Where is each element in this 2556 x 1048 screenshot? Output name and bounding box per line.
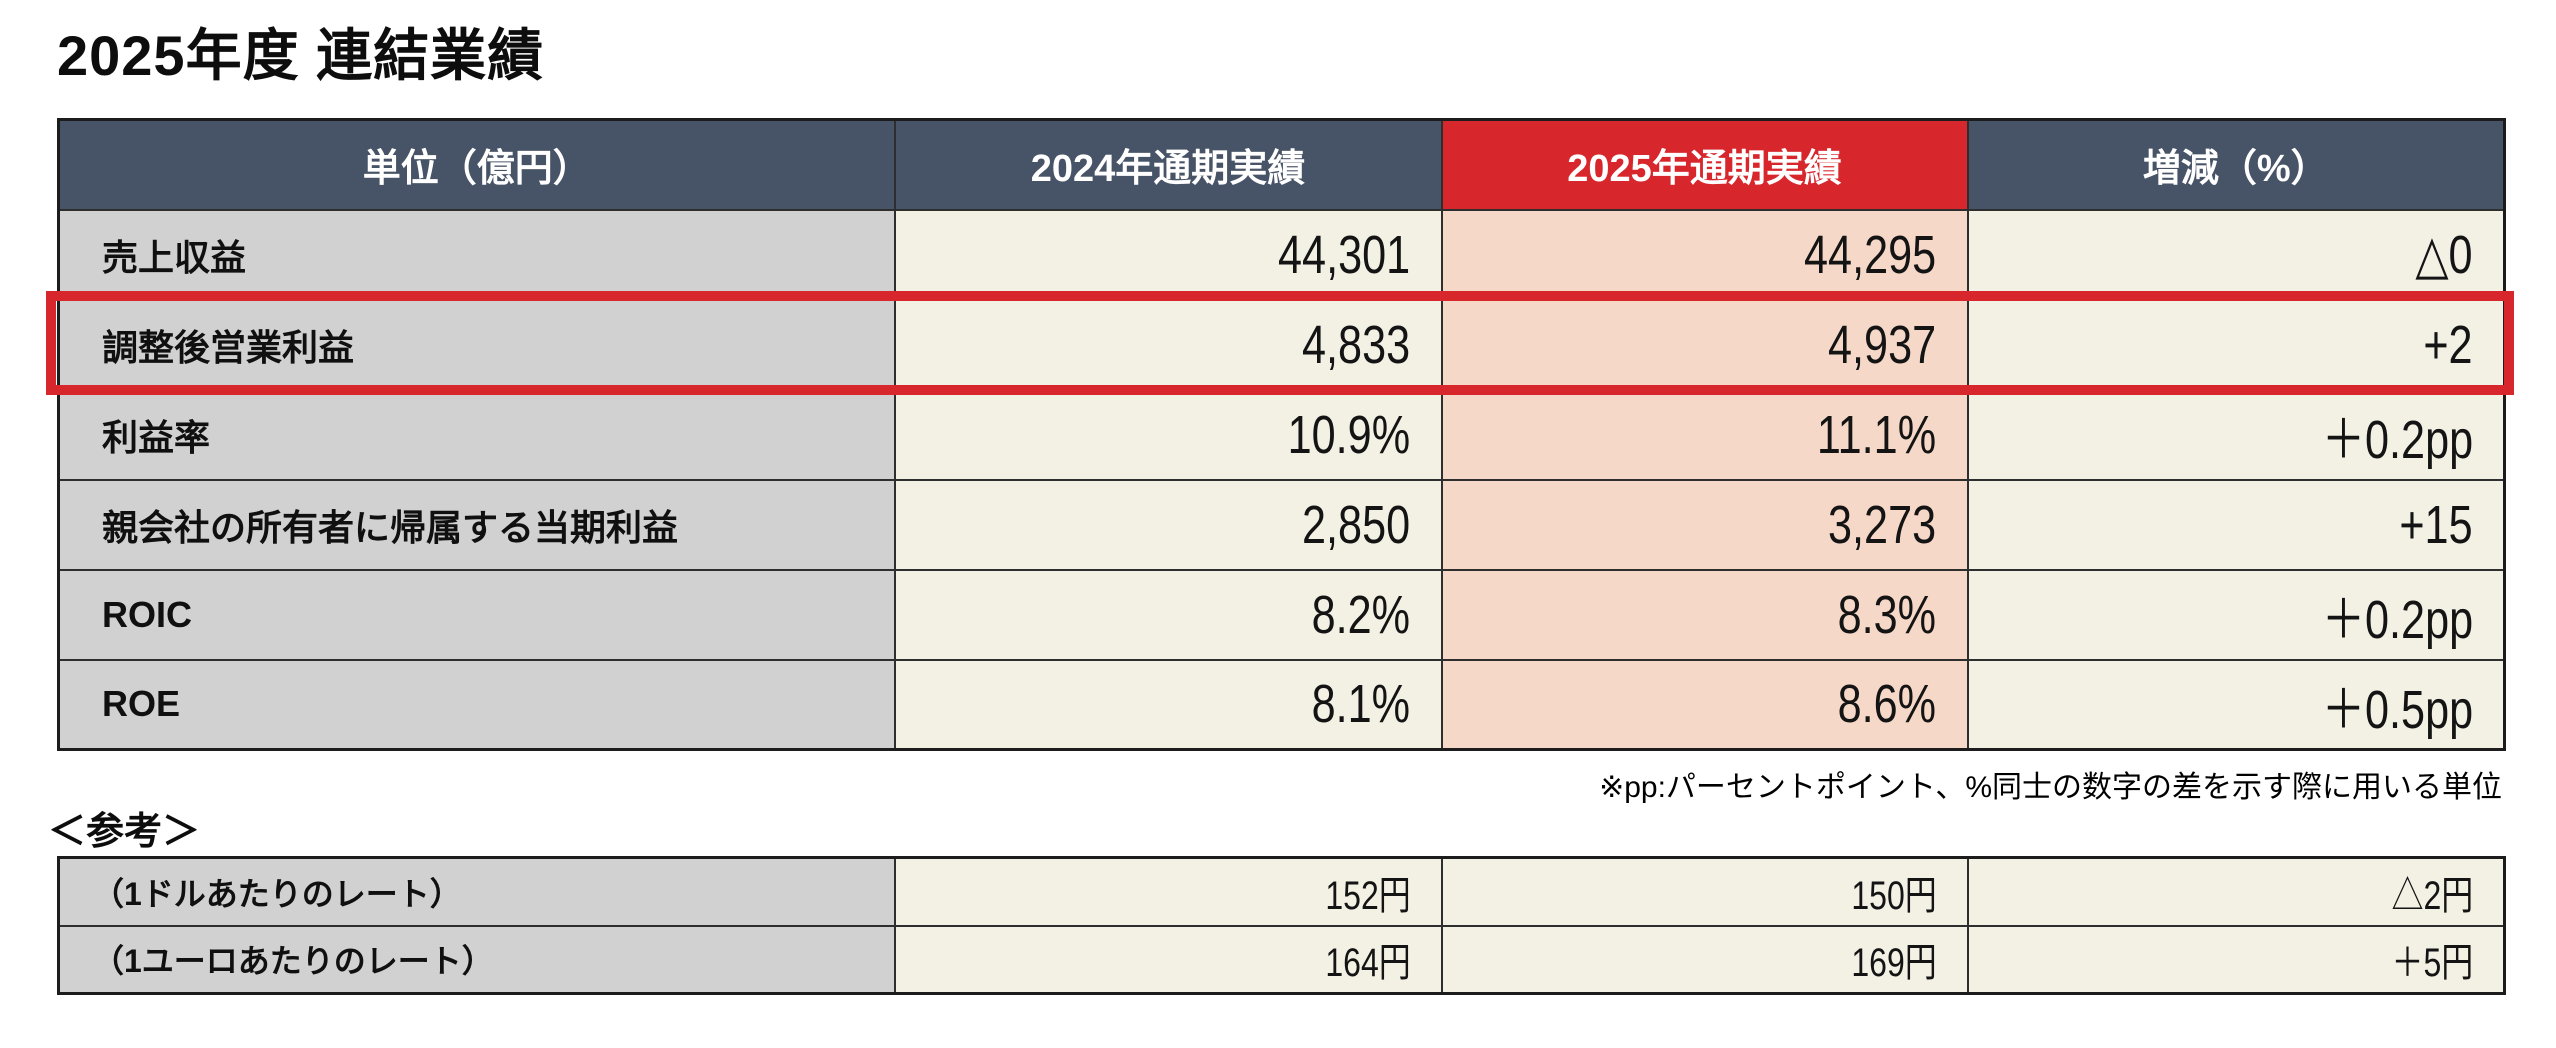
row-label: ROIC xyxy=(57,568,896,661)
fy2024-value: 152円 xyxy=(893,856,1443,927)
page-title: 2025年度 連結業績 xyxy=(57,24,545,87)
change-value: +15 xyxy=(1966,478,2506,571)
table-row-roic: ROIC 8.2% 8.3% ＋0.2pp xyxy=(57,568,2506,661)
row-label: 売上収益 xyxy=(57,208,896,301)
change-value: ＋0.5pp xyxy=(1966,658,2506,751)
fy2024-value: 164円 xyxy=(893,924,1443,995)
table-row-roe: ROE 8.1% 8.6% ＋0.5pp xyxy=(57,658,2506,751)
change-value: △0 xyxy=(1966,208,2506,301)
row-label: ROE xyxy=(57,658,896,751)
fy2025-value: 8.3% xyxy=(1440,568,1969,661)
highlight-box xyxy=(46,291,2514,395)
row-label: 調整後営業利益 xyxy=(57,298,896,391)
footnote: ※pp:パーセントポイント、%同士の数字の差を示す際に用いる単位 xyxy=(1599,771,2502,804)
fy2024-value: 8.2% xyxy=(893,568,1443,661)
header-fy2024: 2024年通期実績 xyxy=(893,118,1443,211)
row-label: 親会社の所有者に帰属する当期利益 xyxy=(57,478,896,571)
row-label: 利益率 xyxy=(57,388,896,481)
change-value: +2 xyxy=(1966,298,2506,391)
table-row-eur-rate: （1ユーロあたりのレート） 164円 169円 ＋5円 xyxy=(57,924,2506,995)
change-value: ＋5円 xyxy=(1966,924,2506,995)
change-value: △2円 xyxy=(1966,856,2506,927)
results-table: 単位（億円） 2024年通期実績 2025年通期実績 増減（%） 売上収益 44… xyxy=(57,118,2506,751)
fy2025-value: 3,273 xyxy=(1440,478,1969,571)
fy2024-value: 2,850 xyxy=(893,478,1443,571)
header-change: 増減（%） xyxy=(1966,118,2506,211)
row-label: （1ドルあたりのレート） xyxy=(57,856,896,927)
fy2025-value: 169円 xyxy=(1440,924,1969,995)
table-row-adjusted-operating-profit: 調整後営業利益 4,833 4,937 +2 xyxy=(57,298,2506,391)
fy2024-value: 8.1% xyxy=(893,658,1443,751)
table-row-usd-rate: （1ドルあたりのレート） 152円 150円 △2円 xyxy=(57,856,2506,927)
table-row-revenue: 売上収益 44,301 44,295 △0 xyxy=(57,208,2506,301)
header-unit: 単位（億円） xyxy=(57,118,896,211)
change-value: ＋0.2pp xyxy=(1966,388,2506,481)
fy2025-value: 8.6% xyxy=(1440,658,1969,751)
change-value: ＋0.2pp xyxy=(1966,568,2506,661)
header-row: 単位（億円） 2024年通期実績 2025年通期実績 増減（%） xyxy=(57,118,2506,211)
fy2025-value: 150円 xyxy=(1440,856,1969,927)
table-row-profit-margin: 利益率 10.9% 11.1% ＋0.2pp xyxy=(57,388,2506,481)
row-label: （1ユーロあたりのレート） xyxy=(57,924,896,995)
reference-table: （1ドルあたりのレート） 152円 150円 △2円 （1ユーロあたりのレート）… xyxy=(57,856,2506,995)
fy2024-value: 44,301 xyxy=(893,208,1443,301)
fy2025-value: 44,295 xyxy=(1440,208,1969,301)
header-fy2025: 2025年通期実績 xyxy=(1440,118,1969,211)
table-row-net-profit: 親会社の所有者に帰属する当期利益 2,850 3,273 +15 xyxy=(57,478,2506,571)
reference-heading: ＜参考＞ xyxy=(48,811,201,853)
fy2025-value: 11.1% xyxy=(1440,388,1969,481)
fy2024-value: 10.9% xyxy=(893,388,1443,481)
